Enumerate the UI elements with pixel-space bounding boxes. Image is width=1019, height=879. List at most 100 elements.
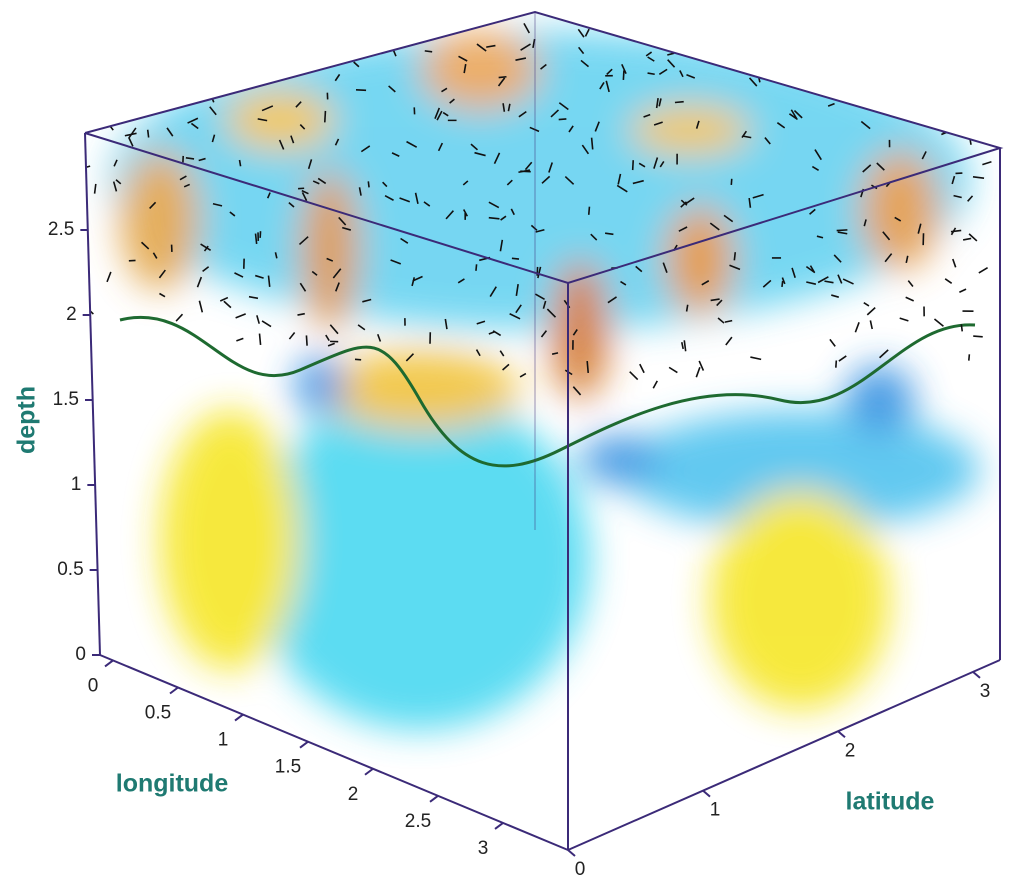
vector-arrow: [289, 332, 294, 339]
vector-arrow: [176, 314, 182, 321]
x-tick: [235, 715, 243, 721]
vector-arrow: [912, 30, 916, 36]
vector-arrow: [206, 91, 212, 93]
vector-arrow: [867, 308, 875, 315]
vector-arrow: [154, 89, 159, 96]
vector-arrow: [273, 36, 277, 45]
vector-arrow: [230, 68, 233, 75]
vector-arrow: [718, 318, 724, 323]
vector-arrow: [98, 117, 100, 123]
vector-arrow: [368, 181, 369, 187]
vector-arrow: [953, 259, 956, 267]
vector-arrow: [199, 301, 202, 313]
vector-arrow: [249, 32, 260, 36]
vector-arrow: [804, 17, 805, 25]
vector-arrow: [328, 343, 335, 346]
y-tick: [568, 850, 575, 856]
vector-arrow: [358, 325, 365, 330]
y-tick: [973, 672, 980, 678]
x-tick: [495, 823, 503, 829]
vector-arrow: [653, 381, 657, 388]
vector-arrow: [325, 111, 326, 122]
x-tick-label: 3: [478, 838, 489, 859]
z-tick-label: 0.5: [57, 559, 83, 580]
vector-arrow: [870, 320, 872, 329]
vector-arrow: [908, 281, 913, 287]
vector-arrow: [973, 177, 984, 178]
vector-arrow: [684, 340, 685, 351]
vector-arrow: [961, 324, 962, 331]
vector-arrow: [748, 49, 750, 60]
vector-arrow: [831, 295, 839, 297]
vector-arrow: [587, 361, 588, 373]
vector-arrow: [942, 21, 945, 28]
vector-arrow: [503, 364, 509, 370]
vector-arrow: [457, 19, 466, 24]
vector-arrow: [883, 65, 889, 70]
vector-arrow: [148, 130, 149, 138]
z-tick-label: 2.5: [48, 219, 74, 240]
vector-arrow: [242, 32, 247, 35]
vector-arrow: [215, 72, 221, 78]
volume-render: [84, 11, 991, 730]
vector-arrow: [630, 372, 638, 380]
vector-arrow: [810, 67, 815, 74]
vector-arrow: [197, 277, 201, 287]
vector-arrow: [880, 350, 889, 358]
vector-arrow: [249, 297, 258, 299]
vector-arrow: [143, 38, 149, 44]
vector-arrow: [944, 117, 951, 124]
vector-arrow: [855, 31, 866, 33]
vector-arrow: [218, 31, 227, 32]
vector-arrow: [105, 121, 112, 125]
vector-arrow: [589, 207, 590, 215]
vector-arrow: [633, 160, 634, 170]
vector-arrow: [153, 70, 161, 75]
vector-arrow: [297, 314, 304, 315]
vector-arrow: [236, 314, 246, 318]
vector-arrow: [907, 84, 917, 88]
vector-arrow: [186, 158, 194, 159]
x-tick-label: 0.5: [145, 703, 171, 724]
vector-arrow: [640, 364, 644, 373]
vector-arrow: [832, 83, 837, 90]
vector-arrow: [256, 234, 257, 244]
vector-arrow: [864, 303, 869, 306]
vector-arrow: [477, 350, 481, 356]
vector-arrow: [965, 132, 971, 134]
vector-arrow: [969, 234, 977, 241]
vector-arrow: [425, 51, 432, 52]
vector-arrow: [945, 279, 952, 283]
vector-arrow: [378, 334, 381, 341]
x-axis-title: longitude: [116, 770, 229, 798]
vector-arrow: [977, 129, 984, 133]
z-tick-label: 2: [66, 304, 77, 325]
vector-arrow: [965, 117, 970, 121]
vector-arrow: [985, 22, 988, 31]
x-tick: [170, 688, 178, 694]
vector-arrow: [342, 27, 343, 36]
vector-arrow: [734, 50, 745, 54]
vector-arrow: [220, 298, 228, 301]
x-tick: [105, 660, 113, 666]
vector-arrow: [692, 21, 695, 30]
vector-arrow: [837, 230, 848, 231]
vector-arrow: [724, 25, 729, 31]
vector-arrow: [968, 196, 973, 201]
vector-arrow: [193, 90, 199, 95]
x-tick-label: 2.5: [405, 811, 431, 832]
z-tick-label: 1.5: [53, 389, 79, 410]
vector-arrow: [971, 22, 979, 28]
vector-arrow: [159, 294, 165, 297]
y-tick-label: 3: [980, 681, 991, 702]
vector-arrow: [906, 297, 914, 301]
vector-arrow: [403, 26, 404, 37]
y-tick-label: 2: [845, 740, 856, 761]
vector-arrow: [734, 252, 735, 260]
vector-arrow: [682, 342, 683, 349]
vector-arrow: [476, 264, 477, 270]
vector-arrow: [687, 305, 688, 312]
vector-arrow: [969, 354, 970, 360]
vector-arrow: [109, 57, 112, 67]
vector-arrow: [499, 77, 507, 78]
